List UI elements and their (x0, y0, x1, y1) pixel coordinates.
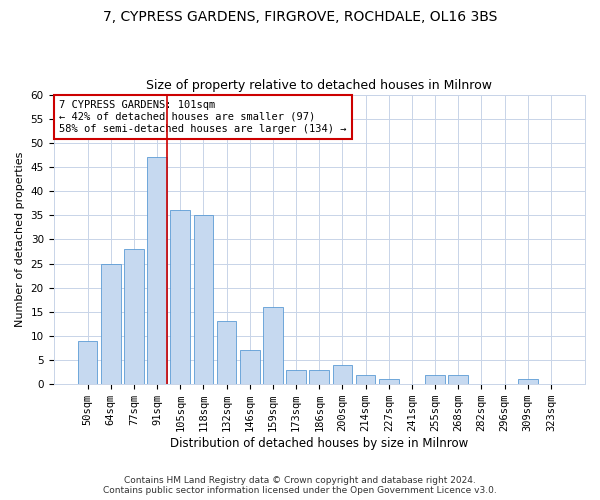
Bar (448, 374, 468, 384)
Text: 7, CYPRESS GARDENS, FIRGROVE, ROCHDALE, OL16 3BS: 7, CYPRESS GARDENS, FIRGROVE, ROCHDALE, … (103, 10, 497, 24)
Bar (101, 264, 121, 384)
Bar (170, 210, 190, 384)
Title: Size of property relative to detached houses in Milnrow: Size of property relative to detached ho… (146, 79, 492, 92)
Bar (356, 374, 376, 384)
Text: 7 CYPRESS GARDENS: 101sqm
← 42% of detached houses are smaller (97)
58% of semi-: 7 CYPRESS GARDENS: 101sqm ← 42% of detac… (59, 100, 346, 134)
Bar (332, 365, 352, 384)
Bar (286, 370, 306, 384)
Text: Contains HM Land Registry data © Crown copyright and database right 2024.
Contai: Contains HM Land Registry data © Crown c… (103, 476, 497, 495)
Bar (518, 380, 538, 384)
Bar (310, 370, 329, 384)
Bar (379, 380, 398, 384)
Bar (77, 341, 97, 384)
Y-axis label: Number of detached properties: Number of detached properties (15, 152, 25, 327)
X-axis label: Distribution of detached houses by size in Milnrow: Distribution of detached houses by size … (170, 437, 469, 450)
Bar (194, 215, 213, 384)
Bar (217, 322, 236, 384)
Bar (147, 158, 167, 384)
Bar (240, 350, 260, 384)
Bar (425, 374, 445, 384)
Bar (124, 249, 144, 384)
Bar (263, 307, 283, 384)
